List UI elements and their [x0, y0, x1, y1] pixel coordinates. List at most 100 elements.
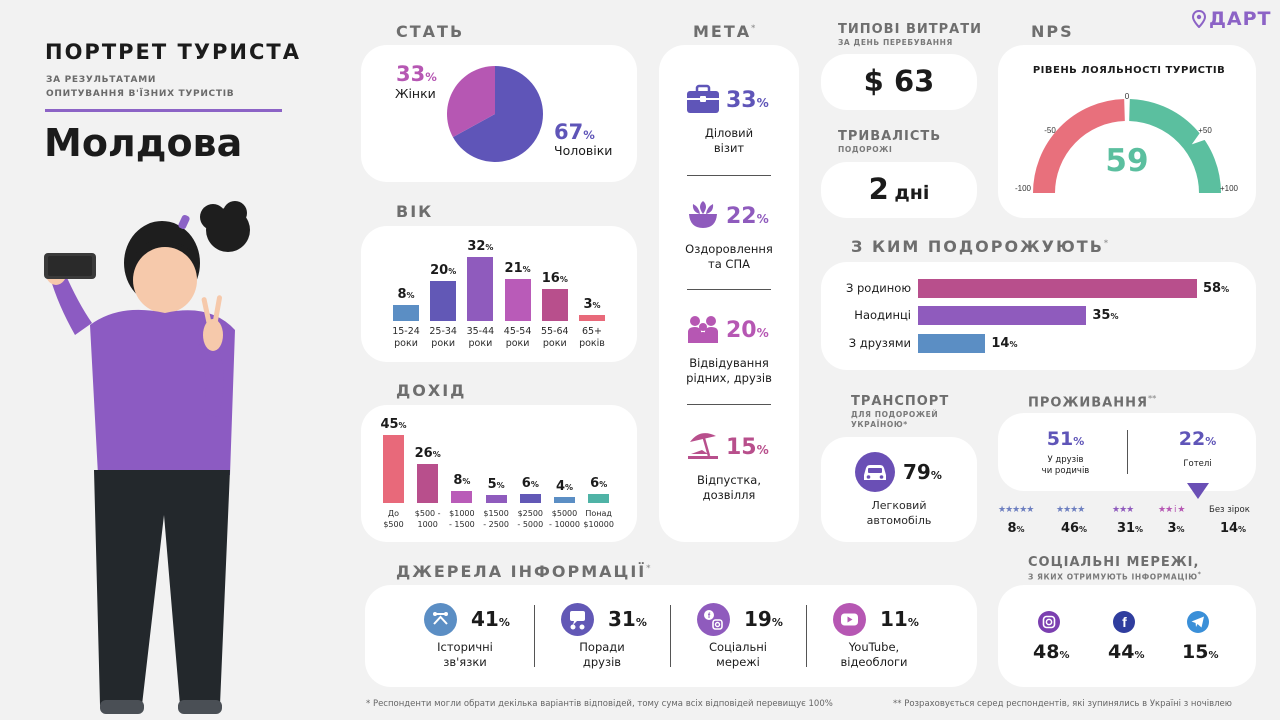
- pie-slice-women: [447, 66, 495, 138]
- source-label: YouTube, відеоблоги: [809, 640, 939, 670]
- source-label-line2: мережі: [716, 655, 760, 669]
- source-label-line1: Історичні: [437, 640, 493, 654]
- source-label-line2: друзів: [582, 655, 622, 669]
- car-icon: [855, 452, 895, 492]
- companions-bar: [918, 279, 1197, 298]
- page-title: ПОРТРЕТ ТУРИСТА: [45, 40, 301, 64]
- star-rating-label: ★★★★: [1056, 505, 1085, 515]
- income-bar-value: 8%: [441, 473, 482, 488]
- social-asterisk: *: [1197, 571, 1202, 578]
- companions-value-number: 58: [1203, 281, 1222, 296]
- income-value-number: 6: [590, 475, 600, 491]
- social-subtitle-text: З ЯКИХ ОТРИМУЮТЬ ІНФОРМАЦІЮ: [1028, 572, 1198, 582]
- friends-percent-value: 51: [1046, 428, 1074, 450]
- age-value-number: 3: [583, 297, 593, 312]
- purpose-card: [659, 45, 799, 542]
- social-percent-sign: %: [1059, 650, 1070, 661]
- youtube-icon: [833, 603, 866, 636]
- income-bar-value: 6%: [578, 476, 619, 491]
- sources-card: [365, 585, 977, 687]
- sources-divider-2: [670, 605, 671, 667]
- purpose-percent-value: 22: [726, 204, 757, 229]
- sources-title: ДЖЕРЕЛА ІНФОРМАЦІЇ*: [396, 562, 650, 581]
- income-label-line1: $1500: [483, 509, 509, 518]
- companions-value-number: 35: [1092, 308, 1111, 323]
- purpose-label-line2: рідних, друзів: [686, 371, 772, 385]
- social-percent: 15%: [1182, 641, 1218, 663]
- social-percent-value: 44: [1108, 641, 1135, 663]
- companions-category-label: З родиною: [845, 281, 911, 295]
- age-value-number: 21: [504, 261, 523, 276]
- income-label-line1: Понад: [585, 509, 612, 518]
- star-rating-label: ★★★: [1112, 505, 1134, 515]
- source-percent-value: 19: [744, 607, 772, 631]
- women-percent-value: 33: [396, 62, 426, 86]
- purpose-divider-2: [687, 289, 771, 290]
- star-rating-percent: 14%: [1213, 521, 1253, 536]
- purpose-label-line2: дозвілля: [702, 488, 756, 502]
- income-label-line2: - 1500: [448, 520, 475, 529]
- purpose-percent-sign: %: [756, 96, 769, 110]
- transport-card: [821, 437, 977, 542]
- purpose-percent-value: 15: [726, 435, 757, 460]
- income-value-number: 6: [521, 475, 531, 491]
- age-label-line2: роки: [431, 338, 456, 349]
- svg-text:f: f: [708, 613, 711, 620]
- source-label-line1: Соціальні: [709, 640, 767, 654]
- income-label-line2: $10000: [583, 520, 614, 529]
- purpose-divider-1: [687, 175, 771, 176]
- nps-tick-minus50: -50: [1044, 126, 1056, 135]
- income-label-line2: - 2500: [483, 520, 509, 529]
- age-card: [361, 226, 637, 362]
- transport-percent: 79%: [903, 460, 942, 484]
- source-label-line2: зв'язки: [443, 655, 487, 669]
- purpose-percent: 22%: [726, 204, 769, 229]
- age-bar: [430, 281, 457, 321]
- income-bar: [485, 495, 507, 503]
- purpose-label-line1: Відпустка,: [696, 473, 762, 487]
- history-icon: [424, 603, 457, 636]
- age-value-number: 8: [397, 287, 407, 302]
- income-bar-value: 26%: [407, 446, 448, 461]
- purpose-label-line2: та СПА: [708, 257, 750, 271]
- hotels-pointer-icon: [1187, 483, 1209, 499]
- nps-tick-minus100: -100: [1015, 184, 1032, 193]
- spending-card: [821, 54, 977, 110]
- telegram-icon: [1187, 611, 1209, 633]
- hotels-percent-value: 22: [1178, 428, 1206, 450]
- income-label-line1: $500 -: [414, 509, 441, 518]
- social-percent-sign: %: [1208, 650, 1219, 661]
- advice-icon: [561, 603, 594, 636]
- purpose-label-line1: Діловий: [704, 126, 754, 140]
- duration-title: ТРИВАЛІСТЬ: [838, 129, 942, 144]
- nps-title: NPS: [1031, 22, 1074, 41]
- source-percent-sign: %: [907, 616, 919, 629]
- age-value-sign: %: [485, 243, 494, 252]
- star-percent-sign: %: [1238, 525, 1247, 534]
- companions-value-sign: %: [1110, 312, 1119, 321]
- companions-bar-value: 35%: [1092, 308, 1118, 323]
- brand-name: ДАРТ: [1209, 8, 1272, 30]
- age-value-number: 16: [541, 271, 560, 286]
- social-percent-sign: %: [1134, 650, 1145, 661]
- subtitle-line-2: ОПИТУВАННЯ В'ЇЗНИХ ТУРИСТІВ: [46, 89, 235, 99]
- star-rating-label: ★★★★★: [998, 505, 1034, 515]
- social-percent-value: 48: [1033, 641, 1060, 663]
- age-bar-value: 16%: [532, 271, 578, 286]
- friends-label-line2: чи родичів: [1041, 466, 1090, 476]
- source-percent: 19%: [744, 607, 783, 631]
- companions-value-sign: %: [1009, 340, 1018, 349]
- transport-asterisk: *: [903, 420, 908, 429]
- star-percent-sign: %: [1079, 525, 1088, 534]
- star-percent-value: 31: [1116, 521, 1136, 536]
- age-category-label: 65+ років: [565, 326, 619, 350]
- duration-subtitle: ПОДОРОЖІ: [838, 145, 893, 154]
- age-bar: [579, 315, 605, 321]
- companions-title-text: З КИМ ПОДОРОЖУЮТЬ: [851, 237, 1104, 256]
- income-bar-value: 6%: [510, 476, 551, 491]
- income-category-label: Понад $10000: [574, 508, 623, 530]
- family-icon: [688, 316, 718, 343]
- source-percent-sign: %: [771, 616, 783, 629]
- purpose-title-text: МЕТА: [693, 22, 752, 41]
- income-bar: [451, 490, 473, 503]
